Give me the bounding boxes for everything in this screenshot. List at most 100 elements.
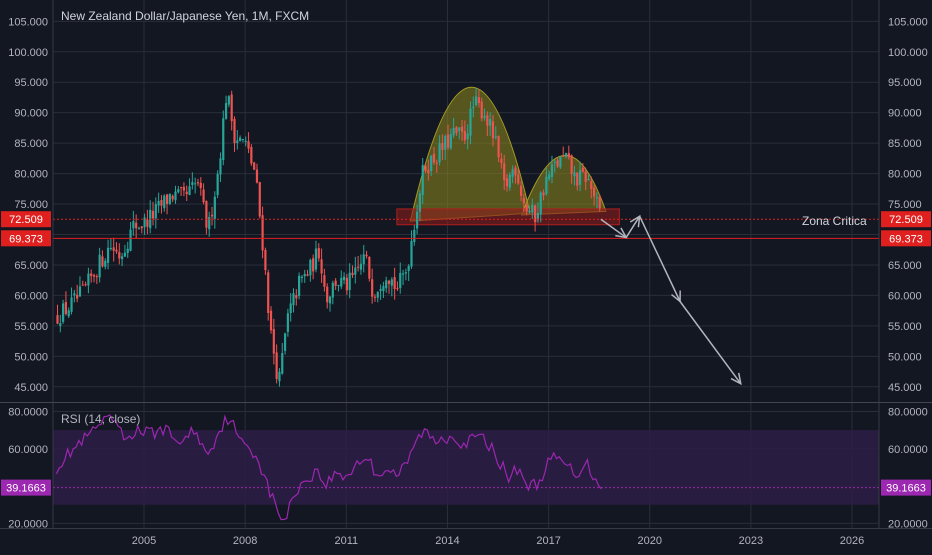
candle-body [165, 194, 169, 204]
candle-body [458, 127, 461, 131]
candle-body [199, 182, 202, 188]
candle-body [104, 260, 107, 267]
candle-body [413, 229, 416, 242]
candle-body [452, 127, 455, 136]
candle-body [255, 169, 259, 183]
candle-body [536, 212, 540, 221]
candle-body [168, 194, 171, 204]
right-price-tick: 55.000 [888, 321, 922, 333]
candle-body [306, 274, 309, 276]
candle-body [244, 141, 247, 143]
candle-body [385, 280, 388, 289]
projection-segment [625, 215, 641, 238]
right-shoulder-shape [520, 154, 607, 216]
left-price-tick: 105.000 [8, 16, 48, 28]
candle-body [137, 227, 141, 229]
candle-body [393, 277, 396, 290]
candle-body [78, 286, 82, 297]
candle-body [132, 221, 135, 229]
candle-body [174, 191, 177, 201]
candle-body [410, 240, 413, 267]
rsi-label: RSI (14, close) [61, 412, 140, 426]
time-axis-tick: 2023 [739, 535, 763, 547]
candle-body [227, 96, 230, 105]
candle-body [143, 217, 146, 228]
left-price-tick: 85.000 [14, 138, 48, 150]
candle-body [67, 310, 70, 317]
candle-body [424, 166, 427, 171]
candle-body [328, 296, 332, 304]
candle-body [590, 181, 593, 190]
candle-body [475, 96, 478, 106]
candle-body [342, 276, 346, 281]
candle-body [196, 182, 200, 184]
candle-body [359, 263, 363, 270]
rsi-series [53, 414, 879, 521]
candle-body [115, 249, 118, 252]
candle-body [177, 189, 180, 193]
left-rsi-tick: 20.0000 [8, 518, 48, 530]
candle-body [73, 293, 76, 296]
candle-body [564, 153, 568, 157]
candle-body [404, 272, 407, 274]
candle-body [326, 286, 329, 303]
left-rsi-tick: 60.0000 [8, 444, 48, 456]
candle-body [432, 153, 436, 163]
support-badge-left: 69.373 [9, 233, 43, 245]
candle-body [573, 172, 576, 177]
axes[interactable]: 45.000 45.000 50.000 50.000 55.000 55.000 60.0… [1, 16, 931, 547]
candle-body [449, 134, 452, 149]
candle-body [222, 118, 225, 161]
candle-body [250, 147, 253, 164]
candle-body [362, 254, 365, 265]
rsi-badge-right-bg [881, 479, 931, 496]
candle-body [534, 205, 537, 223]
candle-body [135, 222, 138, 229]
candle-body [101, 256, 104, 267]
candle-body [491, 121, 495, 139]
candle-body [334, 280, 337, 286]
rsi-line [55, 414, 602, 521]
time-axis-tick: 2008 [233, 535, 257, 547]
candle-body [171, 195, 174, 200]
arrow-head [730, 372, 742, 386]
candle-body [109, 248, 112, 250]
candle-body [539, 192, 542, 215]
candle-body [118, 251, 121, 259]
left-price-tick: 45.000 [14, 382, 48, 394]
candle-body [379, 289, 382, 291]
candle-body [528, 210, 531, 213]
left-price-tick: 90.000 [14, 108, 48, 120]
support-badge-right-bg [881, 230, 931, 247]
left-price-tick: 95.000 [14, 77, 48, 89]
right-rsi-tick: 60.0000 [888, 444, 928, 456]
head-and-shoulders-pattern [396, 86, 620, 226]
left-price-tick: 75.000 [14, 199, 48, 211]
candle-body [460, 126, 464, 132]
candle-body [180, 187, 183, 189]
candle-body [337, 284, 340, 286]
candle-body [480, 101, 483, 119]
candle-body [247, 141, 250, 149]
candle-body [373, 296, 377, 298]
candle-body [81, 284, 84, 286]
time-axis-tick: 2005 [132, 535, 156, 547]
candle-body [553, 161, 556, 163]
candle-body [70, 297, 73, 312]
right-rsi-tick: 20.0000 [888, 518, 928, 530]
candle-body [550, 164, 554, 177]
candle-body [224, 103, 228, 119]
candle-body [587, 178, 590, 181]
right-price-tick: 85.000 [888, 138, 922, 150]
time-axis-tick: 2011 [334, 535, 358, 547]
candle-body [230, 94, 233, 122]
right-price-tick: 45.000 [888, 382, 922, 394]
candle-body [289, 303, 292, 314]
zona-critica-label: Zona Critica [802, 214, 867, 228]
candle-body [517, 174, 520, 184]
candle-body [348, 272, 351, 291]
right-price-tick: 80.000 [888, 169, 922, 181]
right-price-tick: 105.000 [888, 16, 928, 28]
